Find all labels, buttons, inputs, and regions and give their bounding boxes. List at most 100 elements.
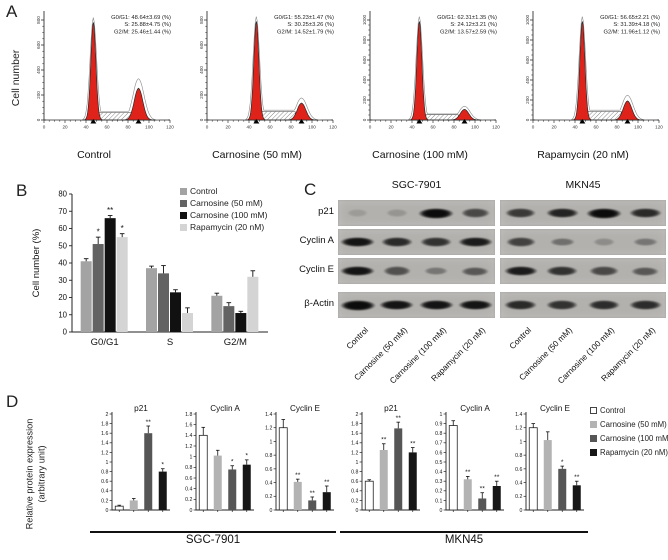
x-tick-label: 20 <box>62 125 68 130</box>
chart-title: Cyclin E <box>290 404 321 413</box>
blot-strip <box>500 258 666 284</box>
blot-band <box>380 236 414 248</box>
blot-strip <box>500 200 666 226</box>
bar <box>158 273 169 332</box>
y-tick-label: 0 <box>36 118 41 121</box>
bar <box>242 464 251 510</box>
bar <box>144 433 153 510</box>
y-tick-label: 0 <box>520 508 523 514</box>
peak-marker-triangle <box>624 119 631 124</box>
bar <box>408 452 417 510</box>
y-tick-label: 1.2 <box>515 426 522 432</box>
protein-chart-d-mkn-cyclin-e: Cyclin E 0 0.2 0.4 0.6 0.8 1 1.2 1.4 * ** <box>504 402 586 536</box>
category-label: G0/G1 <box>91 337 119 348</box>
y-tick-label: 2 <box>356 412 359 418</box>
model-curve <box>372 16 494 121</box>
legend-label: Control <box>600 406 626 415</box>
significance-mark: * <box>245 453 248 460</box>
significance-mark: ** <box>324 479 330 486</box>
y-tick-label: 0 <box>362 118 367 121</box>
y-tick-label: 1.8 <box>185 412 192 418</box>
peak-marker-triangle <box>298 119 305 124</box>
legend-swatch <box>180 199 187 207</box>
bar <box>558 468 567 510</box>
flow-stats-line: G2/M: 14.52±1.79 (%) <box>277 29 334 35</box>
x-tick-label: 20 <box>551 125 557 130</box>
y-tick-label: 0.4 <box>101 489 108 495</box>
y-tick-label: 0.2 <box>515 494 522 500</box>
flow-stats-line: G0/G1: 48.64±3.69 (%) <box>111 15 171 21</box>
protein-chart-d-sgc-cyclin-a: Cyclin A 0 0.2 0.4 0.6 0.8 1 1.2 1.4 1.6 1.8 * * <box>174 402 256 536</box>
significance-mark: ** <box>381 437 387 444</box>
sgc7901-group-label: SGC-7901 <box>185 534 241 546</box>
legend-item: Rapamycin (20 nM) <box>180 222 267 232</box>
y-tick-label: 0.8 <box>265 453 272 459</box>
x-tick-label: 40 <box>572 125 578 130</box>
y-tick-label: 800 <box>199 16 204 24</box>
lane-label: Carnosine (100 mM) <box>555 325 616 386</box>
flow-histogram-flow-carnosine-100: 0 200 400 600 800 1000 0 20 40 60 80 100 120 G0/G1: 6… <box>340 6 500 161</box>
y-tick-label: 0.4 <box>185 487 192 493</box>
legend-swatch <box>180 187 187 195</box>
blot-band <box>549 237 576 247</box>
flow-stats-line: G2/M: 25.46±1.44 (%) <box>114 29 171 35</box>
x-tick-label: 100 <box>471 125 479 130</box>
bar <box>228 469 237 510</box>
protein-chart-svg: Cyclin E 0 0.2 0.4 0.6 0.8 1 1.2 1.4 ** ** ** <box>265 404 334 514</box>
bar <box>394 428 403 510</box>
x-tick-label: 60 <box>267 125 273 130</box>
cell-line-title-mkn45: MKN45 <box>565 179 601 191</box>
panel-b-legend: Control Carnosine (50 mM) Carnosine (100 m… <box>180 186 267 234</box>
category-label: G2/M <box>224 337 247 348</box>
y-tick-label: 0.4 <box>265 480 272 486</box>
x-tick-label: 20 <box>225 125 231 130</box>
chart-title: Cyclin A <box>210 404 240 413</box>
y-tick-label: 0.9 <box>435 422 442 428</box>
blot-band <box>339 299 376 311</box>
flow-stats-line: G0/G1: 62.31±1.35 (%) <box>437 15 497 21</box>
legend-swatch <box>590 449 597 456</box>
x-tick-label: 40 <box>409 125 415 130</box>
y-tick-label: 0 <box>199 118 204 121</box>
legend-swatch <box>180 211 187 219</box>
y-tick-label: 60 <box>58 224 67 233</box>
bar <box>198 434 208 511</box>
flow-stats-line: S: 31.39±4.18 (%) <box>613 22 660 28</box>
bar <box>278 427 288 511</box>
y-tick-label: 0.1 <box>435 498 442 504</box>
bar <box>543 440 552 510</box>
y-tick-label: 0.7 <box>435 441 442 447</box>
significance-mark: * <box>161 462 164 469</box>
bar <box>463 479 472 510</box>
y-tick-label: 0.4 <box>351 489 358 495</box>
x-tick-label: 100 <box>145 125 153 130</box>
blot-band <box>587 299 620 310</box>
blot-band <box>418 299 454 311</box>
chart-title: Cyclin A <box>460 404 490 413</box>
bar <box>80 261 92 332</box>
y-tick-label: 1.8 <box>101 422 108 428</box>
x-tick-label: 0 <box>206 125 209 130</box>
x-tick-label: 40 <box>246 125 252 130</box>
y-tick-label: 0.6 <box>351 479 358 485</box>
x-tick-label: 120 <box>655 125 663 130</box>
y-tick-label: 0.2 <box>101 498 108 504</box>
y-tick-label: 1.4 <box>515 412 522 418</box>
y-tick-label: 0.8 <box>435 431 442 437</box>
bar <box>114 505 124 511</box>
flow-stats-line: S: 30.25±3.26 (%) <box>287 22 334 28</box>
bar <box>572 485 581 510</box>
flow-histogram-flow-control: 0 200 400 600 800 0 20 40 60 80 100 120 G0/G1: 48.64… <box>14 6 174 161</box>
y-tick-label: 40 <box>58 259 67 268</box>
y-tick-label: 2 <box>106 412 109 418</box>
flow-stats-line: G0/G1: 55.23±1.47 (%) <box>274 15 334 21</box>
x-tick-label: 40 <box>83 125 89 130</box>
blot-band <box>546 266 579 276</box>
y-tick-label: 1 <box>356 460 359 466</box>
y-tick-label: 800 <box>525 36 530 44</box>
lane-label: Carnosine (100 mM) <box>387 325 449 386</box>
bar <box>92 244 104 332</box>
y-tick-label: 0 <box>525 118 530 121</box>
x-tick-label: 100 <box>308 125 316 130</box>
